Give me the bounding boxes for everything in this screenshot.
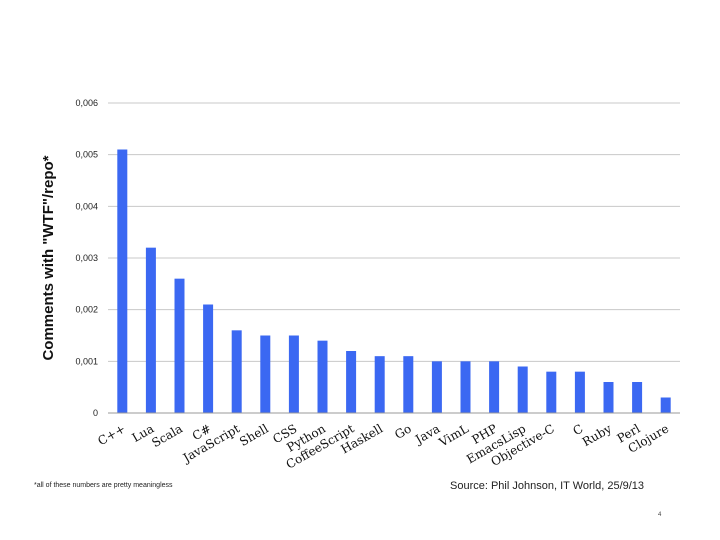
bar-c-	[203, 304, 214, 413]
bar-php	[489, 361, 500, 413]
bar-python	[317, 340, 328, 413]
bar-css	[288, 335, 299, 413]
x-category-label: Shell	[237, 421, 271, 449]
y-tick-label: 0,004	[75, 201, 98, 211]
bars	[117, 149, 671, 413]
y-tick-label: 0,006	[75, 98, 98, 108]
bar-shell	[260, 335, 271, 413]
x-category-label: Java	[411, 421, 442, 447]
x-category-label: Go	[392, 421, 414, 442]
bar-clojure	[660, 397, 671, 413]
bar-ruby	[603, 382, 614, 413]
y-tick-label: 0,002	[75, 305, 98, 315]
y-axis-label: Comments with "WTF"/repo*	[40, 155, 57, 360]
bar-objective-c	[546, 371, 557, 413]
bar-coffeescript	[346, 351, 357, 413]
y-tick-label: 0,005	[75, 150, 98, 160]
bar-go	[403, 356, 414, 413]
bar-haskell	[374, 356, 385, 413]
y-axis-ticks: 0 0,001 0,002 0,003 0,004 0,005 0,006	[75, 98, 98, 418]
footnote: *all of these numbers are pretty meaning…	[34, 482, 173, 489]
x-category-label: Scala	[149, 421, 185, 450]
bar-viml	[460, 361, 471, 413]
x-category-label: C++	[95, 421, 127, 448]
x-category-label: VimL	[436, 421, 471, 449]
bar-scala	[174, 278, 185, 413]
bar-java	[431, 361, 442, 413]
x-category-label: JavaScript	[179, 421, 242, 466]
y-tick-label: 0	[93, 408, 98, 418]
bar-javascript	[231, 330, 242, 413]
y-tick-label: 0,003	[75, 253, 98, 263]
bar-c-	[117, 149, 128, 413]
bar-perl	[632, 382, 643, 413]
gridlines	[108, 102, 680, 362]
x-category-label: Ruby	[580, 421, 614, 449]
bar-lua	[145, 247, 156, 413]
page-number: 4	[658, 512, 662, 518]
y-tick-label: 0,001	[75, 356, 98, 366]
source-credit: Source: Phil Johnson, IT World, 25/9/13	[450, 480, 645, 492]
bar-emacslisp	[517, 366, 528, 413]
bar-c	[574, 371, 585, 413]
